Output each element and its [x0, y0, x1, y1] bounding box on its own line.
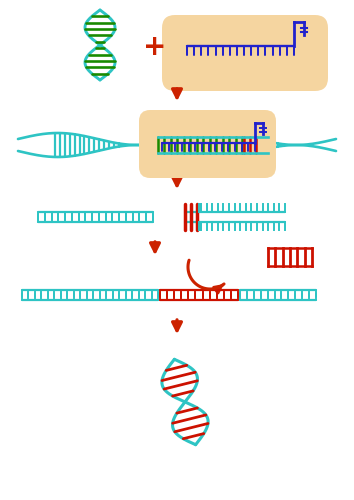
Text: +: +: [143, 33, 167, 61]
FancyBboxPatch shape: [139, 110, 276, 178]
FancyBboxPatch shape: [162, 15, 328, 91]
